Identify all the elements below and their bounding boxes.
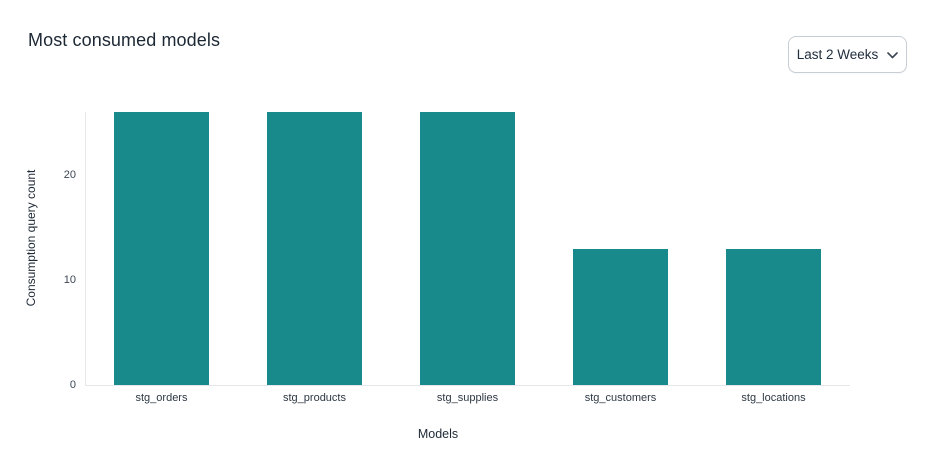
bar-stg_customers[interactable] [573,248,668,385]
x-axis-line [85,385,850,386]
bar-stg_orders[interactable] [114,112,209,385]
y-tick-label: 20 [63,169,76,181]
bar-stg_locations[interactable] [726,248,821,385]
time-range-dropdown[interactable]: Last 2 Weeks [788,36,907,73]
x-tick-label: stg_orders [135,392,188,404]
x-tick-label: stg_products [283,392,346,404]
y-axis-line [85,112,86,385]
bar-stg_products[interactable] [267,112,362,385]
bar-stg_supplies[interactable] [420,112,515,385]
x-tick-label: stg_supplies [436,392,499,404]
x-axis-title: Models [417,427,459,441]
time-range-value: Last 2 Weeks [796,47,879,62]
chevron-down-icon [887,51,899,59]
x-tick-label: stg_locations [741,392,806,404]
page-title: Most consumed models [28,30,221,50]
x-tick-label: stg_customers [584,392,657,404]
y-tick-label: 10 [63,274,76,286]
y-tick-label: 0 [69,379,76,391]
